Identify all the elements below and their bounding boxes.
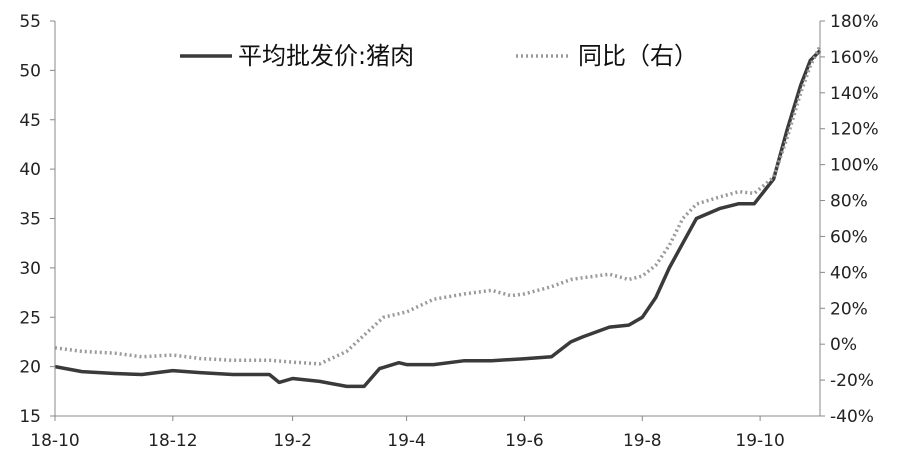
y-left-tick-label: 55 — [19, 12, 41, 32]
x-tick-label: 19-8 — [623, 431, 662, 451]
y-right-tick-labels: -40% -20% 0% 20% 40% 60% 80% 100% 120% 140% 160% 18… — [830, 12, 879, 427]
y-right-tick-label: 40% — [830, 263, 868, 283]
y-right-tick-label: 20% — [830, 299, 868, 319]
y-left-tick-label: 25 — [19, 308, 41, 328]
x-tick-label: 19-10 — [735, 431, 784, 451]
y-left-tick-label: 45 — [19, 111, 41, 131]
x-tick-label: 18-10 — [30, 431, 79, 451]
plot-area — [54, 45, 822, 389]
y-right-tick-label: -40% — [830, 407, 874, 427]
y-left-tick-labels: 15 20 25 30 35 40 45 50 55 — [19, 12, 41, 427]
axes — [50, 20, 825, 421]
y-left-tick-label: 35 — [19, 210, 41, 230]
x-tick-label: 19-2 — [273, 431, 312, 451]
legend: 平均批发价:猪肉 同比（右） — [180, 42, 698, 70]
y-right-tick-label: 180% — [830, 12, 879, 32]
y-right-tick-label: 100% — [830, 156, 879, 176]
series-line-price — [54, 49, 822, 389]
x-tick-label: 19-6 — [505, 431, 544, 451]
y-right-tick-label: 160% — [830, 48, 879, 68]
y-right-tick-label: 140% — [830, 84, 879, 104]
legend-label-price: 平均批发价:猪肉 — [238, 42, 414, 70]
y-left-tick-label: 40 — [19, 160, 41, 180]
x-tick-label: 19-4 — [387, 431, 426, 451]
y-right-tick-label: 60% — [830, 227, 868, 247]
y-right-tick-label: 120% — [830, 120, 879, 140]
series-line-yoy — [54, 45, 822, 366]
y-right-tick-label: -20% — [830, 371, 874, 391]
legend-label-yoy: 同比（右） — [578, 42, 698, 70]
y-right-tick-label: 0% — [830, 335, 857, 355]
y-left-tick-label: 20 — [19, 358, 41, 378]
y-right-tick-label: 80% — [830, 192, 868, 212]
x-tick-label: 18-12 — [148, 431, 197, 451]
y-left-tick-label: 50 — [19, 61, 41, 81]
x-tick-labels: 18-10 18-12 19-2 19-4 19-6 19-8 19-10 — [30, 431, 785, 451]
y-left-tick-label: 30 — [19, 259, 41, 279]
y-left-tick-label: 15 — [19, 407, 41, 427]
